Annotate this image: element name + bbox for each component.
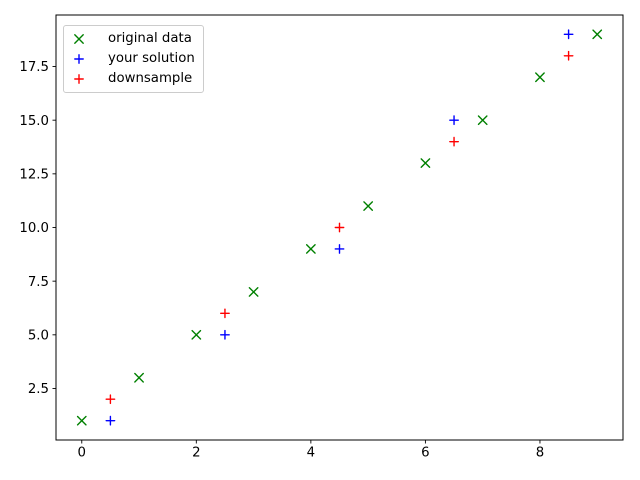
y-tick-label: 10.0	[19, 221, 49, 236]
y-tick-label: 15.0	[19, 114, 49, 129]
plus-marker-icon	[74, 74, 84, 84]
legend-label-original-data: original data	[108, 31, 192, 47]
y-tick-label: 12.5	[19, 167, 49, 182]
legend-label-your-solution: your solution	[108, 51, 195, 67]
y-tick-label: 7.5	[28, 275, 49, 290]
legend-label-downsample: downsample	[108, 71, 193, 87]
y-tick-label: 5.0	[28, 328, 49, 343]
series-your-solution	[105, 29, 574, 426]
x-tick-label: 0	[78, 446, 86, 461]
x-tick-label: 6	[421, 446, 429, 461]
x-tick-label: 2	[192, 446, 200, 461]
y-tick-label: 2.5	[28, 382, 49, 397]
legend-item-downsample: downsample	[72, 69, 195, 89]
x-marker-icon	[74, 34, 84, 44]
legend: original data your solution downsample	[63, 25, 204, 93]
plus-marker-icon	[74, 54, 84, 64]
legend-item-original-data: original data	[72, 29, 195, 49]
y-tick-label: 17.5	[19, 60, 49, 75]
series-original-data	[76, 29, 603, 426]
legend-item-your-solution: your solution	[72, 49, 195, 69]
x-tick-label: 8	[536, 446, 544, 461]
x-tick-label: 4	[307, 446, 315, 461]
series-downsample	[105, 50, 574, 405]
